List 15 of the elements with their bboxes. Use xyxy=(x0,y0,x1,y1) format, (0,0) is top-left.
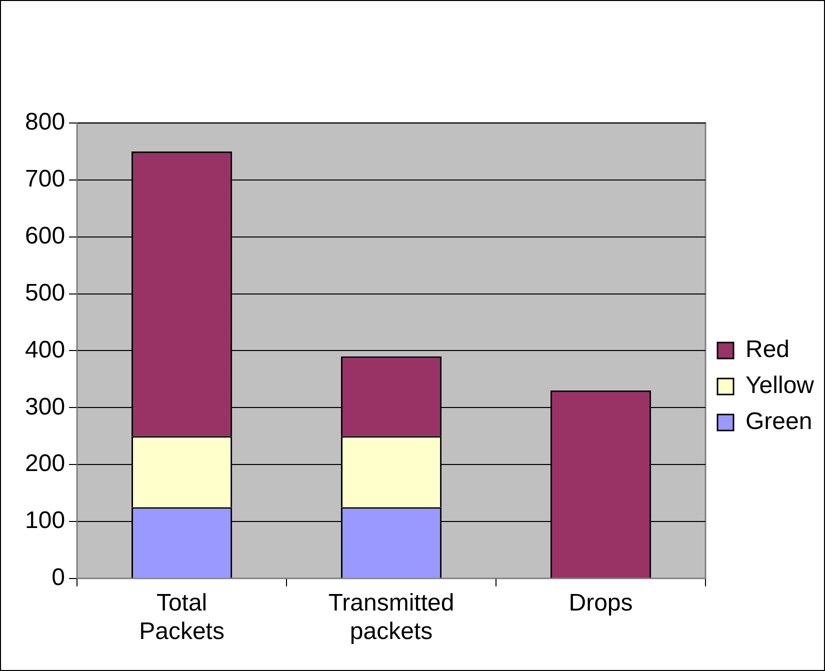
y-tick-label: 200 xyxy=(24,450,66,478)
y-tick-label: 800 xyxy=(24,108,66,136)
y-tick-label: 400 xyxy=(24,336,66,364)
legend-label: Red xyxy=(746,336,790,364)
x-tick-label: Transmitted packets xyxy=(328,589,454,646)
x-tick-label: Total Packets xyxy=(139,589,224,646)
y-tick-label: 0 xyxy=(52,564,66,592)
legend-label: Green xyxy=(746,408,812,436)
y-tick-label: 500 xyxy=(24,279,66,306)
x-tick-label: Drops xyxy=(568,589,633,616)
legend-label: Yellow xyxy=(746,372,815,400)
y-tick-label: 300 xyxy=(24,393,66,420)
y-tick-label: 600 xyxy=(24,222,66,250)
y-tick-label: 100 xyxy=(24,507,66,534)
y-tick-label: 700 xyxy=(24,166,66,193)
